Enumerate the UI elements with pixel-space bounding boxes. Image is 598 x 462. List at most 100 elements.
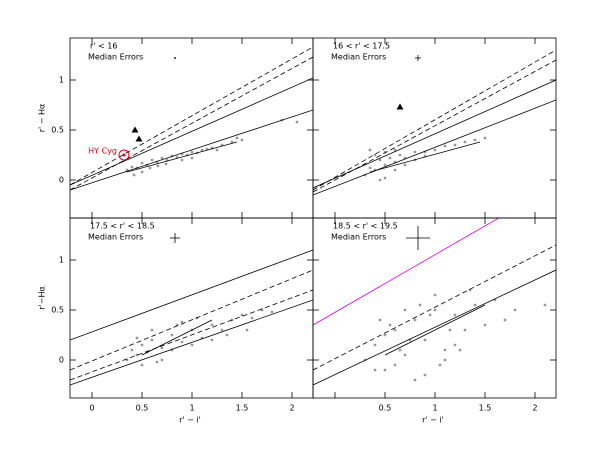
- model-line: [70, 269, 313, 371]
- point: [403, 353, 407, 357]
- point: [368, 148, 372, 152]
- point: [438, 363, 442, 367]
- point: [175, 155, 179, 159]
- x-tick-label: 1.5: [479, 404, 492, 413]
- plot-area: [313, 218, 556, 386]
- point: [388, 156, 392, 160]
- point: [413, 378, 417, 382]
- point: [140, 363, 144, 367]
- point: [180, 158, 184, 162]
- point: [423, 373, 427, 377]
- x-tick-label: 2: [532, 404, 537, 413]
- point: [398, 153, 402, 157]
- point: [164, 162, 168, 166]
- point: [373, 343, 377, 347]
- model-line: [313, 49, 556, 191]
- point: [295, 120, 299, 124]
- point: [483, 136, 487, 140]
- model-line: [313, 269, 556, 386]
- point: [453, 143, 457, 147]
- y-tick-label: 1: [59, 256, 64, 265]
- y-tick-label: 1: [59, 76, 64, 85]
- triangle-marker: [131, 126, 139, 133]
- point: [383, 368, 387, 372]
- point: [483, 323, 487, 327]
- point: [210, 338, 214, 342]
- point: [373, 368, 377, 372]
- x-tick-label: 0.5: [379, 404, 392, 413]
- point: [200, 148, 204, 152]
- point: [156, 164, 160, 168]
- panel: 0.5 1 1.5 2 18.5 < r' < 19.5 Median Errors r' …: [312, 217, 557, 425]
- point: [463, 328, 467, 332]
- point: [150, 338, 154, 342]
- point: [458, 348, 462, 352]
- point: [190, 150, 194, 154]
- x-tick-label: 1.5: [236, 404, 249, 413]
- point: [220, 328, 224, 332]
- point: [403, 163, 407, 167]
- point: [150, 328, 154, 332]
- model-line: [313, 218, 500, 326]
- point: [433, 293, 437, 297]
- y-tick-label: 0.5: [51, 306, 64, 315]
- point: [368, 166, 372, 170]
- median-errors-label: Median Errors: [88, 233, 143, 242]
- point: [393, 363, 397, 367]
- point: [148, 166, 152, 170]
- point: [190, 343, 194, 347]
- highlight-ring: [118, 149, 130, 161]
- point: [413, 318, 417, 322]
- point: [413, 150, 417, 154]
- x-tick-label: 2: [289, 404, 294, 413]
- panel: 0 0.5 1 1.5 2 0 0.5 1 17.5 < r' < 18.5 Median Err…: [38, 217, 314, 425]
- point: [453, 343, 457, 347]
- x-tick-label: 1: [432, 404, 437, 413]
- point: [383, 163, 387, 167]
- point: [135, 336, 139, 340]
- point: [180, 320, 184, 324]
- triangle-marker: [396, 103, 404, 110]
- y-tick-label: 0: [59, 176, 64, 185]
- model-line: [70, 289, 313, 381]
- point: [388, 323, 392, 327]
- x-axis-label: r' − i': [179, 416, 201, 425]
- model-line: [70, 249, 313, 341]
- highlight-label: HY Cyg: [88, 147, 117, 156]
- point: [170, 333, 174, 337]
- point: [132, 173, 136, 177]
- point: [160, 156, 164, 160]
- point: [230, 140, 234, 144]
- model-line: [313, 79, 556, 189]
- point: [130, 348, 134, 352]
- model-line: [126, 141, 238, 173]
- point: [180, 340, 184, 344]
- panel-frame: [312, 217, 557, 399]
- model-line: [384, 304, 486, 356]
- point: [428, 313, 432, 317]
- point: [543, 303, 547, 307]
- point: [150, 158, 154, 162]
- model-line: [369, 141, 481, 173]
- point: [378, 178, 382, 182]
- model-line: [70, 109, 313, 191]
- highlight-dot: [122, 153, 126, 157]
- panel-frame: [312, 37, 557, 219]
- point: [403, 308, 407, 312]
- point: [443, 144, 447, 148]
- point: [135, 353, 139, 357]
- point: [378, 158, 382, 162]
- point: [250, 316, 254, 320]
- model-line: [141, 319, 213, 356]
- model-line: [70, 77, 313, 186]
- model-line: [70, 299, 313, 386]
- panel-title: 16 < r' < 17.5: [333, 42, 390, 51]
- point: [160, 346, 164, 350]
- y-axis-label: r' − Hα: [38, 104, 47, 133]
- median-errors-label: Median Errors: [331, 53, 386, 62]
- triangle-marker: [135, 135, 143, 142]
- point: [130, 165, 134, 169]
- point: [443, 358, 447, 362]
- point: [215, 148, 219, 152]
- point: [383, 333, 387, 337]
